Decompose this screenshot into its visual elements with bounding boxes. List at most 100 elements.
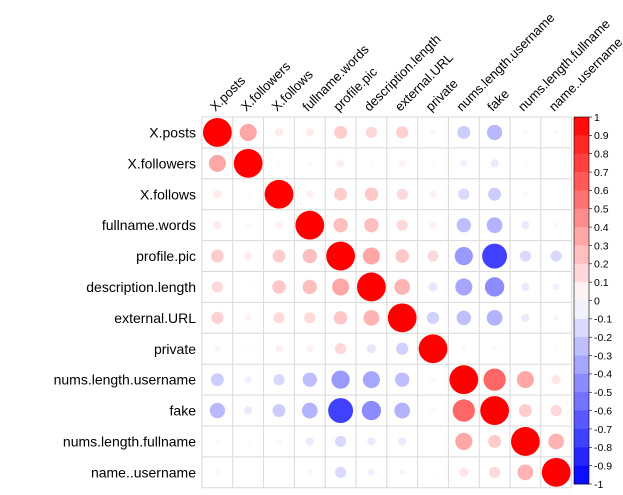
corr-circle — [430, 161, 436, 166]
colorbar-segment — [574, 373, 589, 393]
corr-circle — [430, 408, 436, 414]
corr-circle — [554, 346, 559, 351]
corr-circle — [488, 187, 502, 201]
corr-circle — [483, 368, 506, 391]
grid — [201, 116, 573, 489]
corr-circle — [396, 126, 409, 139]
corr-circle — [426, 311, 440, 324]
corr-circle — [334, 126, 348, 139]
colorbar-segment — [574, 208, 589, 228]
corr-circle — [398, 437, 407, 446]
colorbar-segment — [574, 392, 589, 411]
corr-circle — [272, 280, 286, 294]
corr-circle — [333, 217, 348, 233]
colorbar-tick-label: 1 — [594, 112, 600, 124]
corr-circle — [233, 148, 263, 178]
corr-circle — [244, 406, 253, 415]
corr-circle — [482, 243, 508, 269]
colorbar-tick-label: 0.6 — [594, 185, 609, 197]
corr-circle — [553, 314, 560, 321]
corr-circle — [552, 283, 560, 291]
corr-circle — [456, 217, 471, 233]
corr-circle — [550, 250, 562, 262]
colorbar-segment — [574, 447, 589, 467]
corr-circle — [511, 427, 540, 456]
corr-circle — [452, 399, 475, 422]
corr-circle — [276, 438, 282, 444]
corr-circle — [306, 190, 314, 198]
corr-circle — [521, 282, 530, 292]
colorbar-segment — [574, 355, 589, 375]
corr-circle — [366, 344, 376, 354]
corr-circle — [211, 311, 224, 324]
corr-circle — [334, 187, 348, 201]
corr-circle — [272, 404, 286, 417]
corr-circle — [304, 312, 316, 324]
corr-circle — [490, 159, 499, 168]
row-label: private — [154, 341, 196, 357]
corr-circle — [367, 468, 375, 476]
corr-circle — [541, 457, 571, 487]
corr-circle — [429, 221, 437, 229]
corr-circle — [208, 154, 226, 172]
corr-circle — [395, 372, 410, 387]
corr-circle — [273, 312, 285, 324]
colorbar-tick-label: -0.2 — [594, 332, 612, 344]
corr-circle — [427, 250, 439, 262]
colorbar-segment — [574, 318, 589, 338]
colorbar-tick-label: -0.5 — [594, 387, 612, 399]
row-label: nums.length.fullname — [63, 433, 196, 449]
corr-circle — [239, 123, 257, 141]
corr-circle — [369, 161, 374, 166]
corr-circle — [246, 284, 251, 289]
corr-circle — [362, 371, 380, 389]
corr-circle — [367, 437, 376, 446]
correlation-circles — [203, 118, 571, 487]
corr-circle — [365, 126, 377, 139]
colorbar-segment — [574, 263, 589, 283]
corr-circle — [211, 281, 223, 293]
corr-circle — [246, 439, 251, 444]
column-labels: X.postsX.followersX.followsfullname.word… — [207, 10, 623, 114]
corr-circle — [209, 402, 226, 419]
corr-circle — [245, 222, 251, 228]
corr-circle — [396, 342, 409, 355]
corr-circle — [396, 219, 408, 231]
colorbar-segment — [574, 117, 589, 136]
corr-circle — [210, 249, 224, 263]
colorbar-tick-label: 0 — [594, 295, 600, 307]
corr-circle — [302, 372, 317, 387]
corr-circle — [430, 377, 436, 383]
corr-circle — [396, 188, 408, 200]
corr-circle — [244, 252, 253, 260]
colorbar-tick-label: -0.9 — [594, 460, 612, 472]
colorbar-segment — [574, 135, 589, 155]
corr-circle — [429, 190, 437, 198]
corr-circle — [522, 191, 528, 197]
corr-circle — [522, 129, 528, 135]
corr-circle — [213, 221, 222, 230]
corr-circle — [489, 466, 501, 478]
corr-circle — [553, 129, 559, 135]
row-label: external.URL — [114, 310, 196, 326]
corr-circle — [394, 279, 411, 295]
colorbar-segment — [574, 172, 589, 191]
corr-circle — [455, 278, 473, 296]
colorbar-tick-label: 0.4 — [594, 222, 609, 234]
corr-circle — [307, 469, 313, 475]
row-label: X.followers — [128, 155, 196, 171]
corr-circle — [306, 345, 314, 353]
colorbar-tick-label: -0.7 — [594, 424, 612, 436]
corr-circle — [336, 159, 345, 168]
corr-circle — [455, 432, 473, 450]
corr-circle — [484, 277, 505, 297]
colorbar-tick-label: 0.8 — [594, 149, 609, 161]
corr-circle — [364, 187, 379, 201]
corr-circle — [399, 469, 406, 476]
corr-circle — [486, 124, 503, 141]
corr-circle — [459, 467, 469, 477]
colorbar-segment — [574, 465, 589, 485]
corr-circle — [449, 365, 479, 395]
corr-circle — [333, 311, 348, 325]
